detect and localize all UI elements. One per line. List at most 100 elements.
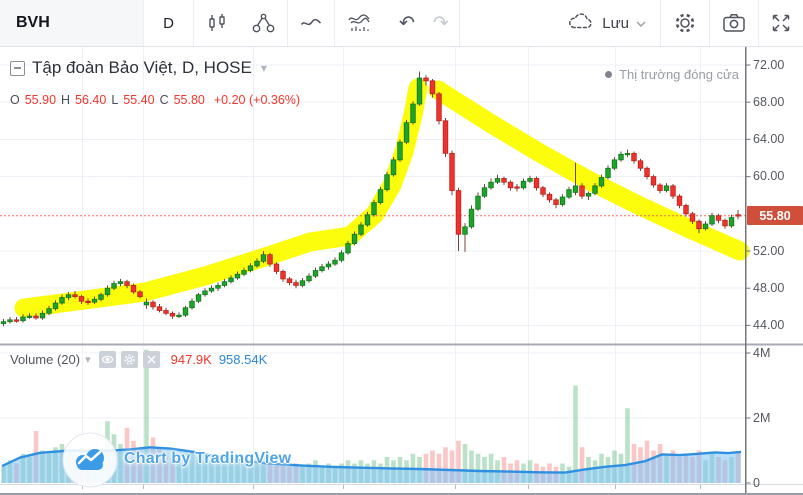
top-toolbar: BVH D xyxy=(0,0,803,47)
candle-body xyxy=(514,186,520,189)
volume-bar xyxy=(436,453,442,483)
volume-bar xyxy=(579,447,585,483)
volume-label[interactable]: Volume (20) xyxy=(10,352,81,367)
legend-chevron-down-icon[interactable]: ▾ xyxy=(260,61,267,75)
candle-body xyxy=(325,263,332,268)
toolbar-spacer xyxy=(460,0,553,46)
volume-ma-line xyxy=(1,446,742,474)
candle-body xyxy=(182,307,189,316)
redo-icon: ↷ xyxy=(432,12,449,34)
last-price-badge: 55.80 xyxy=(747,206,803,226)
candle-body xyxy=(98,294,104,300)
candle-body xyxy=(442,120,449,154)
undo-button[interactable]: ↶ xyxy=(383,0,423,46)
volume-axis-label: 2M xyxy=(753,410,771,425)
volume-bar xyxy=(456,440,461,483)
candle-body xyxy=(689,213,696,222)
candle-body xyxy=(410,103,416,124)
candle-body xyxy=(20,316,26,322)
cloud-save-icon xyxy=(567,10,595,37)
candle-body xyxy=(247,265,254,271)
chevron-down-icon xyxy=(636,14,646,32)
symbol-button[interactable]: BVH xyxy=(0,0,143,46)
candle-body xyxy=(709,215,715,225)
volume-bar xyxy=(475,453,481,483)
indicator-settings-gear-icon[interactable] xyxy=(120,351,138,368)
candle-body xyxy=(176,314,182,317)
high-value: 56.40 xyxy=(75,93,107,107)
camera-icon xyxy=(721,11,747,35)
candle-body xyxy=(624,152,631,156)
save-button[interactable]: Lưu xyxy=(553,0,660,46)
line-chart-button[interactable] xyxy=(288,0,334,46)
line-chart-icon xyxy=(299,11,323,35)
candle-body xyxy=(559,196,566,205)
trend-highlight-band xyxy=(14,78,428,318)
candle-body xyxy=(475,195,481,210)
candle-body xyxy=(273,263,280,272)
candle-body xyxy=(377,189,384,204)
candle-body xyxy=(39,312,46,319)
toolbar-divider xyxy=(660,0,661,46)
open-label: O xyxy=(10,93,20,107)
volume-chevron-down-icon[interactable]: ▾ xyxy=(85,354,91,366)
visibility-eye-icon[interactable] xyxy=(98,351,116,368)
snapshot-button[interactable] xyxy=(710,0,758,46)
candle-body xyxy=(150,301,156,308)
indicators-button[interactable] xyxy=(335,0,383,46)
candle-body xyxy=(728,217,735,227)
candle-body xyxy=(696,220,702,230)
candle-body xyxy=(169,312,176,317)
candle-body xyxy=(520,180,527,189)
candle-body xyxy=(637,160,644,169)
candle-body xyxy=(332,259,338,265)
candlestick-style-button[interactable] xyxy=(194,0,240,46)
price-axis-label: 48.00 xyxy=(753,280,785,295)
low-value: 55.40 xyxy=(123,93,155,107)
candle-body xyxy=(592,185,598,194)
candle-body xyxy=(533,178,540,189)
trend-highlight-band xyxy=(428,80,750,261)
candle-body xyxy=(286,278,293,284)
compare-icon xyxy=(251,11,276,36)
redo-button[interactable]: ↷ xyxy=(423,0,459,46)
candle-body xyxy=(670,185,676,197)
candle-body xyxy=(416,77,423,105)
save-label: Lưu xyxy=(602,14,629,32)
candle-body xyxy=(299,280,306,286)
volume-bar xyxy=(462,444,468,483)
candle-body xyxy=(137,291,143,297)
candle-body xyxy=(306,275,312,282)
volume-bar xyxy=(573,385,578,483)
candle-body xyxy=(371,202,377,216)
candle-body xyxy=(462,226,468,235)
fullscreen-button[interactable] xyxy=(759,0,803,46)
candle-body xyxy=(449,152,455,191)
candle-body xyxy=(254,260,260,267)
candle-body xyxy=(572,185,579,193)
undo-icon: ↶ xyxy=(399,12,415,34)
interval-button[interactable]: D xyxy=(163,14,174,32)
candlestick-style-icon xyxy=(205,11,229,35)
collapse-legend-icon[interactable] xyxy=(10,60,25,76)
symbol-legend[interactable]: Tập đoàn Bảo Việt, D, HOSE ▾ xyxy=(10,58,267,78)
legend-title: Tập đoàn Bảo Việt, D, HOSE xyxy=(32,58,252,77)
volume-ma-value: 958.54K xyxy=(218,352,268,367)
candle-body xyxy=(85,300,91,304)
tradingview-logo-icon[interactable] xyxy=(62,431,118,494)
candle-body xyxy=(104,287,111,296)
market-status-text: Thị trường đóng cửa xyxy=(619,67,739,82)
candle-body xyxy=(260,254,267,262)
candle-body xyxy=(338,252,345,261)
fullscreen-icon xyxy=(770,12,792,34)
remove-indicator-close-icon[interactable] xyxy=(142,351,160,368)
settings-button[interactable] xyxy=(661,0,709,46)
candle-body xyxy=(676,195,683,206)
candle-body xyxy=(722,219,728,227)
candle-body xyxy=(553,199,559,205)
compare-button[interactable] xyxy=(240,0,287,46)
watermark-text[interactable]: Chart by TradingView xyxy=(124,450,292,467)
toolbar-divider xyxy=(334,0,335,46)
candle-body xyxy=(195,294,202,302)
